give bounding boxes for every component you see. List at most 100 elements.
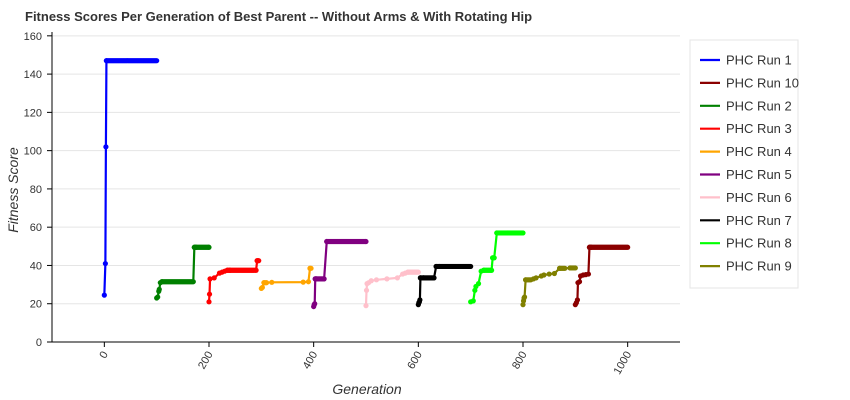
data-point: [475, 281, 482, 287]
data-point: [368, 278, 374, 284]
legend-label: PHC Run 3: [726, 121, 792, 136]
data-point: [533, 275, 539, 281]
data-point: [305, 279, 312, 285]
series-line: [260, 267, 312, 290]
legend-item[interactable]: PHC Run 2: [700, 98, 792, 113]
data-point: [521, 294, 528, 300]
tick-labels: 0 20 40 60 80 100 120 140 160 0 200 400 600 800 1000: [24, 31, 635, 377]
data-point: [155, 294, 161, 300]
y-tick-label: 160: [24, 31, 42, 43]
legend-item[interactable]: PHC Run 5: [700, 167, 792, 182]
data-point: [520, 230, 526, 236]
data-point: [259, 284, 265, 291]
y-tick-label: 80: [30, 184, 42, 196]
data-point: [269, 279, 275, 285]
series-1: [101, 58, 160, 298]
series-line: [155, 246, 209, 299]
legend-label: PHC Run 8: [726, 236, 792, 251]
data-point: [308, 265, 314, 271]
series-4: [206, 258, 262, 305]
data-point: [263, 280, 270, 286]
data-point: [373, 277, 380, 283]
legend-box: [689, 39, 799, 289]
legend-item[interactable]: PHC Run 3: [700, 121, 792, 136]
data-point: [253, 267, 259, 273]
data-point: [206, 291, 213, 297]
legend-label: PHC Run 7: [726, 213, 792, 228]
data-point: [300, 279, 306, 285]
data-point: [363, 303, 369, 309]
data-point: [574, 297, 581, 303]
gridlines: [52, 35, 680, 305]
data-point: [415, 269, 421, 275]
data-point: [585, 271, 592, 277]
y-tick-label: 120: [24, 107, 42, 119]
data-point: [551, 270, 558, 277]
y-tick-label: 140: [24, 69, 42, 81]
y-tick-label: 0: [36, 337, 42, 349]
data-point: [363, 238, 369, 245]
data-point: [491, 255, 497, 261]
chart-title: Fitness Scores Per Generation of Best Pa…: [25, 9, 532, 24]
series-6: [311, 238, 369, 310]
series-line: [312, 240, 366, 307]
series-9: [468, 230, 526, 305]
data-point: [468, 263, 474, 270]
data-point: [384, 276, 390, 282]
data-point: [206, 244, 212, 250]
data-point: [207, 276, 213, 282]
data-point: [520, 302, 526, 308]
series-5: [258, 265, 314, 292]
data-point: [470, 298, 476, 304]
y-tick-label: 20: [30, 299, 42, 311]
legend-item[interactable]: PHC Run 8: [700, 236, 792, 251]
legend-item[interactable]: PHC Run 4: [700, 144, 792, 159]
x-tick-label: 200: [196, 350, 216, 372]
series-line: [207, 259, 259, 302]
legend-item[interactable]: PHC Run 6: [700, 190, 792, 205]
y-tick-label: 100: [24, 146, 42, 158]
series-2: [572, 244, 631, 308]
data-point: [102, 260, 108, 267]
y-tick-label: 60: [30, 222, 42, 234]
series-group: [101, 58, 631, 310]
legend-label: PHC Run 2: [726, 98, 792, 113]
data-point: [363, 287, 370, 293]
series-line: [417, 265, 471, 305]
x-tick-label: 600: [405, 350, 425, 372]
data-point: [431, 275, 437, 281]
data-point: [572, 265, 578, 271]
series-10: [520, 265, 578, 308]
series-line: [364, 271, 419, 306]
data-point: [256, 258, 262, 264]
y-tick-label: 40: [30, 260, 42, 272]
x-tick-label: 0: [97, 350, 110, 361]
legend-item[interactable]: PHC Run 1: [700, 53, 792, 68]
data-point: [417, 297, 423, 303]
data-point: [190, 279, 196, 285]
data-point: [154, 58, 160, 64]
legend: PHC Run 1 PHC Run 10 PHC Run 2 PHC Run 3 PHC…: [689, 39, 799, 289]
legend-item[interactable]: PHC Run 10: [700, 75, 799, 90]
x-tick-label: 800: [510, 350, 530, 372]
data-point: [394, 275, 400, 281]
legend-label: PHC Run 6: [726, 190, 792, 205]
data-point: [541, 272, 547, 278]
data-point: [211, 275, 217, 281]
x-axis-label: Generation: [332, 381, 401, 397]
series-7: [363, 269, 421, 309]
axes: [47, 32, 680, 347]
legend-label: PHC Run 9: [726, 259, 792, 274]
data-point: [101, 292, 107, 298]
series-line: [470, 231, 523, 303]
data-point: [312, 301, 318, 307]
data-point: [156, 286, 162, 292]
x-tick-label: 1000: [612, 350, 635, 377]
legend-label: PHC Run 5: [726, 167, 792, 182]
legend-label: PHC Run 1: [726, 53, 792, 68]
legend-item[interactable]: PHC Run 7: [700, 213, 792, 228]
legend-item[interactable]: PHC Run 9: [700, 259, 792, 274]
series-line: [103, 59, 157, 296]
series-3: [154, 244, 212, 301]
data-point: [625, 244, 631, 250]
